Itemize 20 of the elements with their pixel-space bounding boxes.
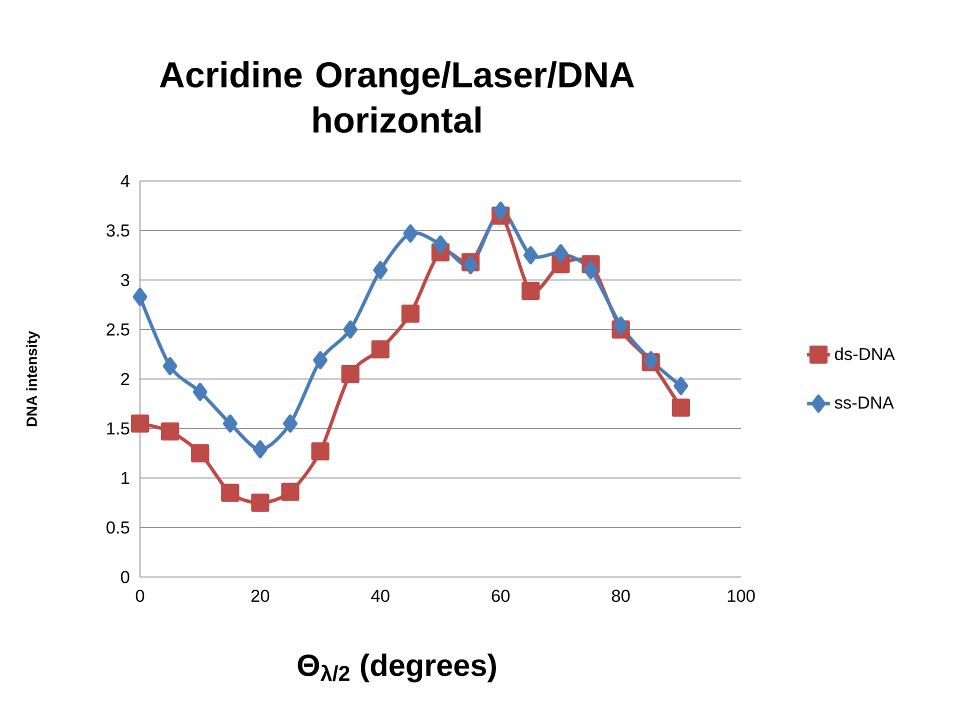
y-tick-label: 1 xyxy=(122,472,130,484)
legend-label: ss-DNA xyxy=(834,396,894,409)
y-tick-label: 4 xyxy=(120,175,130,187)
x-tick-label: 20 xyxy=(251,590,270,602)
y-tick-label: 3 xyxy=(120,274,130,286)
y-tick-label: 3.5 xyxy=(106,224,130,237)
x-tick-label: 80 xyxy=(612,590,630,602)
y-tick-label: 2 xyxy=(121,372,130,386)
legend-label: ds-DNA xyxy=(835,347,895,360)
y-tick-label: 0 xyxy=(120,570,130,584)
y-axis-title: DNA intensity xyxy=(26,331,40,426)
chart-title: Acridine Orange/Laser/DNA horizontal xyxy=(160,61,634,133)
x-tick-label: 40 xyxy=(371,590,390,602)
x-tick-label: 100 xyxy=(728,590,755,602)
x-tick-label: 0 xyxy=(136,590,144,602)
y-tick-label: 0.5 xyxy=(106,521,130,534)
x-tick-label: 60 xyxy=(492,590,510,602)
x-axis-title: Θ$_{λ/2}$ (degrees) xyxy=(298,654,496,682)
y-tick-label: 2.5 xyxy=(106,323,130,336)
y-tick-label: 1.5 xyxy=(107,422,130,435)
